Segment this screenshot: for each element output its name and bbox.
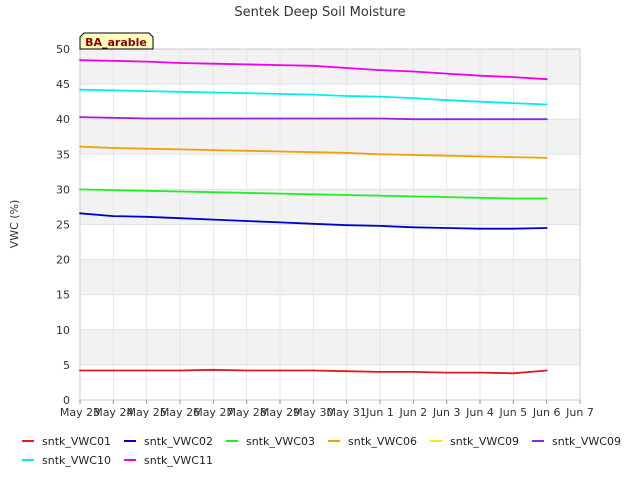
plot-band	[80, 294, 580, 330]
plot-background	[80, 49, 580, 400]
y-tick-label: 40	[56, 113, 70, 126]
series-line	[79, 368, 548, 375]
plot-frame	[79, 48, 581, 401]
y-tick-label: 45	[56, 78, 70, 91]
y-tick-label: 15	[56, 289, 70, 302]
y-tick-label: 20	[56, 254, 70, 267]
x-tick-label: Jun 7	[565, 406, 594, 419]
x-tick-label: May 24	[93, 406, 133, 419]
x-tick-label: May 28	[227, 406, 267, 419]
x-tick-label: May 31	[327, 406, 367, 419]
site-badge-label: BA_arable	[85, 36, 147, 49]
series-line	[79, 88, 548, 106]
legend-label: sntk_VWC03	[246, 435, 315, 448]
legend-label: sntk_VWC10	[42, 454, 111, 467]
series-line	[79, 188, 548, 200]
series-lines	[79, 59, 548, 375]
legend-label: sntk_VWC02	[144, 435, 213, 448]
y-tick-label: 35	[56, 148, 70, 161]
y-tick-label: 10	[56, 324, 70, 337]
plot-band	[80, 224, 580, 260]
y-tick-label: 30	[56, 183, 70, 196]
legend-label: sntk_VWC11	[144, 454, 213, 467]
plot-band	[80, 259, 580, 295]
x-tick-label: Jun 4	[465, 406, 494, 419]
legend-label: sntk_VWC09	[450, 435, 519, 448]
y-tick-label: 50	[56, 43, 70, 56]
x-tick-label: May 29	[260, 406, 300, 419]
series-line	[79, 59, 548, 81]
plot-band	[80, 329, 580, 365]
series-line	[79, 116, 548, 121]
y-tick-label: 0	[63, 394, 70, 407]
x-tick-label: May 27	[193, 406, 233, 419]
x-tick-label: Jun 1	[365, 406, 394, 419]
legend-label: sntk_VWC01	[42, 435, 111, 448]
y-axis-label: VWC (%)	[8, 200, 21, 249]
series-line	[79, 145, 548, 159]
y-tick-label: 5	[63, 359, 70, 372]
x-tick-label: May 30	[293, 406, 333, 419]
chart-title: Sentek Deep Soil Moisture	[234, 5, 405, 20]
site-badge: BA_arable	[79, 32, 154, 50]
site-badge-box	[79, 32, 154, 50]
x-tick-label: Jun 3	[432, 406, 461, 419]
x-tick-label: May 23	[60, 406, 100, 419]
x-tick-label: Jun 5	[498, 406, 527, 419]
y-axis-ticks: 0 5 10 15 20 25 30 35 40 45 50	[56, 43, 70, 407]
legend-label: sntk_VWC06	[348, 435, 417, 448]
legend: sntk_VWC01 sntk_VWC02 sntk_VWC03 sntk_VWC06…	[22, 435, 621, 467]
x-tick-label: May 26	[160, 406, 200, 419]
x-tick-label: May 25	[127, 406, 167, 419]
x-tick-label: Jun 6	[532, 406, 561, 419]
series-line	[79, 212, 548, 230]
y-tick-label: 25	[56, 219, 70, 232]
plot-band	[80, 84, 580, 120]
x-tick-label: Jun 2	[398, 406, 427, 419]
plot-band	[80, 154, 580, 190]
legend-label: sntk_VWC09	[552, 435, 621, 448]
